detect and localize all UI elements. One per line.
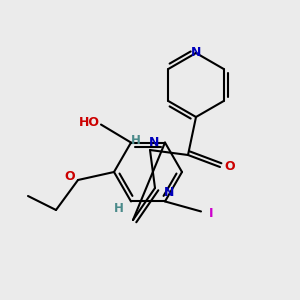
Text: N: N [191, 46, 201, 59]
Text: H: H [114, 202, 124, 214]
Text: O: O [65, 169, 75, 182]
Text: HO: HO [79, 116, 100, 129]
Text: O: O [225, 160, 235, 173]
Text: N: N [149, 136, 159, 148]
Text: N: N [164, 185, 174, 199]
Text: H: H [131, 134, 141, 146]
Text: I: I [209, 207, 213, 220]
